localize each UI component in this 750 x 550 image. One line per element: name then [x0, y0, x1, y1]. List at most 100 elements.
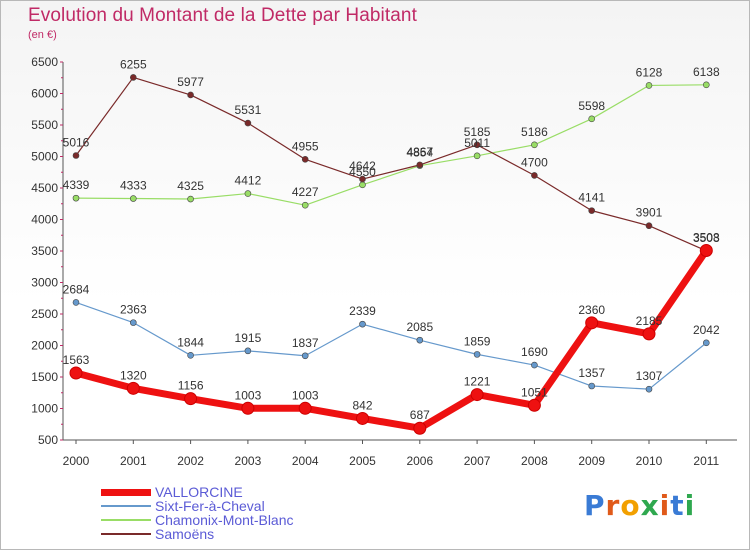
legend-label-chamonix: Chamonix-Mont-Blanc — [155, 512, 294, 528]
data-label: 4227 — [292, 185, 319, 199]
x-tick-label: 2011 — [693, 454, 719, 468]
y-tick-label: 1500 — [31, 370, 58, 384]
y-tick-label: 500 — [38, 433, 58, 447]
y-tick-label: 4500 — [31, 181, 58, 195]
data-point — [356, 411, 369, 425]
data-label: 1003 — [235, 388, 262, 402]
y-tick-label: 3500 — [31, 244, 58, 258]
data-point — [413, 421, 427, 435]
data-point — [527, 398, 541, 412]
data-label: 4550 — [349, 165, 376, 179]
legend-item-vallorcine: VALLORCINE — [101, 485, 361, 499]
x-tick-label: 2004 — [292, 454, 319, 468]
data-point — [588, 382, 596, 390]
data-point — [473, 152, 481, 160]
x-tick-label: 2010 — [636, 454, 663, 468]
data-label: 2684 — [63, 282, 90, 296]
data-point — [473, 141, 481, 149]
data-label: 6138 — [693, 65, 720, 79]
data-point — [645, 82, 653, 89]
data-point — [301, 156, 309, 163]
data-point — [130, 195, 137, 202]
y-tick-label: 5500 — [31, 118, 58, 132]
data-label: 2363 — [120, 303, 147, 317]
series-line — [72, 246, 710, 432]
data-label: 4700 — [521, 155, 548, 169]
data-label: 5016 — [63, 135, 90, 149]
chart-legend: VALLORCINE Sixt-Fer-à-Cheval Chamonix-Mo… — [101, 485, 361, 541]
y-tick-label: 2000 — [31, 339, 58, 353]
data-point — [531, 172, 538, 179]
data-point — [702, 81, 710, 89]
x-tick-label: 2006 — [406, 454, 433, 468]
chart-title: Evolution du Montant de la Dette par Hab… — [28, 5, 417, 26]
y-tick-label: 1000 — [31, 402, 58, 416]
data-label: 5531 — [235, 103, 262, 117]
y-tick-label: 6000 — [31, 87, 58, 101]
data-point — [531, 361, 538, 369]
data-label: 687 — [410, 408, 430, 422]
x-tick-label: 2005 — [349, 454, 376, 468]
data-label: 1844 — [177, 335, 204, 349]
y-tick-label: 6500 — [31, 55, 58, 69]
data-label: 1915 — [235, 331, 262, 345]
x-tick-label: 2007 — [464, 454, 491, 468]
legend-swatch-vallorcine — [101, 488, 151, 496]
data-point — [244, 190, 252, 197]
data-point — [187, 352, 194, 359]
x-tick-label: 2000 — [63, 454, 90, 468]
data-label: 5186 — [521, 125, 548, 139]
data-label: 1320 — [120, 368, 147, 382]
x-tick-label: 2003 — [235, 454, 262, 468]
data-label: 4642 — [349, 159, 376, 173]
data-label: 1221 — [464, 375, 491, 389]
data-point — [416, 161, 424, 169]
legend-item-samoens: Samoëns — [101, 527, 361, 541]
data-label: 3503 — [693, 231, 720, 245]
data-label: 1859 — [464, 334, 491, 348]
data-point — [244, 347, 252, 355]
data-label: 4339 — [63, 178, 90, 192]
data-label: 5185 — [464, 125, 491, 139]
legend-label-samoens: Samoëns — [155, 526, 215, 542]
data-label: 1357 — [578, 366, 605, 380]
data-label: 1563 — [63, 353, 90, 367]
data-point — [702, 339, 710, 347]
logo-letter: P — [584, 489, 606, 522]
data-label: 4867 — [406, 145, 433, 159]
data-label: 1051 — [521, 385, 548, 399]
data-point — [187, 91, 194, 99]
data-point — [473, 351, 481, 358]
data-label: 1307 — [636, 369, 663, 383]
data-label: 2360 — [578, 303, 605, 317]
data-label: 3901 — [636, 206, 663, 220]
data-label: 1837 — [292, 336, 319, 350]
data-label: 4141 — [578, 191, 605, 205]
y-tick-label: 3000 — [31, 276, 58, 290]
data-label: 2185 — [636, 314, 663, 328]
data-point — [470, 388, 484, 402]
data-point — [642, 327, 656, 341]
data-point — [359, 181, 366, 189]
data-point — [72, 299, 80, 306]
logo-letter: t — [670, 489, 685, 522]
data-point — [588, 115, 596, 123]
data-label: 6128 — [636, 65, 663, 79]
data-point — [416, 336, 424, 344]
data-point — [241, 401, 255, 415]
data-point — [184, 392, 198, 406]
data-point — [301, 201, 309, 209]
data-label: 2042 — [693, 323, 720, 337]
data-label: 2339 — [349, 304, 376, 318]
data-point — [699, 243, 713, 257]
data-label: 842 — [352, 398, 372, 412]
data-label: 3508 — [693, 230, 720, 244]
data-point — [645, 385, 653, 393]
data-point — [301, 352, 309, 360]
data-point — [588, 207, 596, 214]
series-line — [75, 76, 707, 252]
legend-item-chamonix: Chamonix-Mont-Blanc — [101, 513, 361, 527]
data-point — [645, 222, 653, 230]
